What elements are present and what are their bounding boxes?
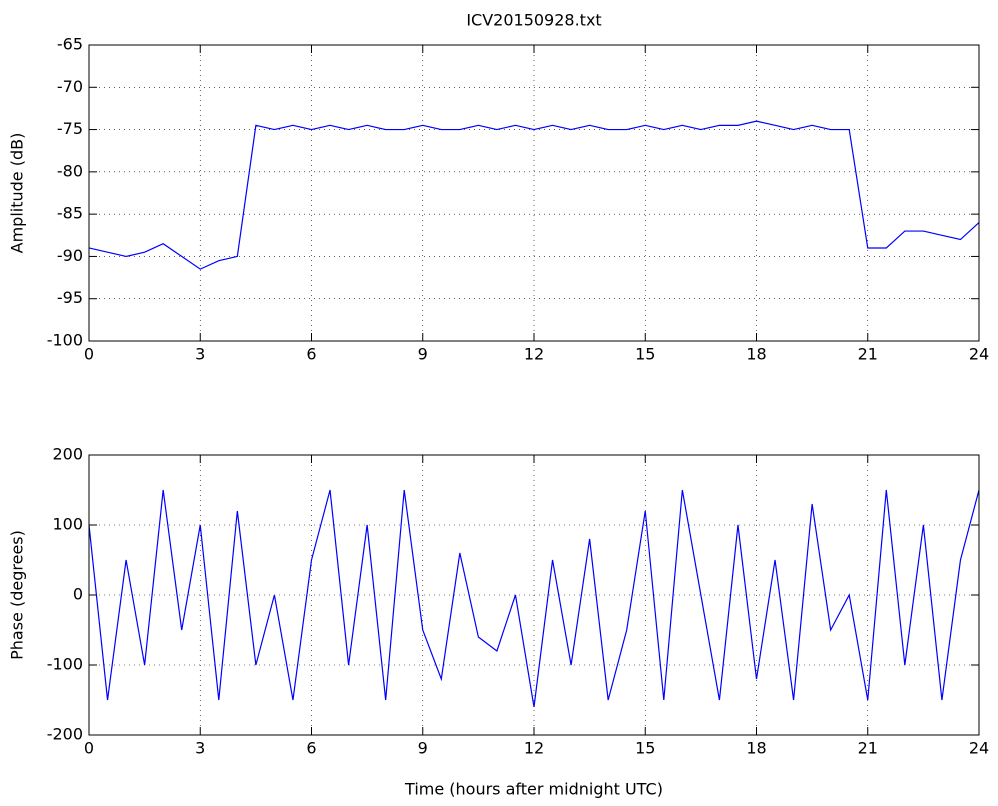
y-tick-label: -65 — [57, 35, 83, 54]
x-tick-label: 12 — [524, 345, 544, 364]
data-line — [88, 120, 980, 270]
x-tick-label: 6 — [306, 345, 316, 364]
x-tick-label: 15 — [635, 739, 655, 758]
y-tick-label: -100 — [47, 655, 83, 674]
x-axis-label: Time (hours after midnight UTC) — [404, 780, 663, 799]
x-tick-label: 24 — [969, 739, 989, 758]
y-tick-label: -95 — [57, 288, 83, 307]
y-tick-label: -80 — [57, 161, 83, 180]
x-tick-label: 9 — [418, 345, 428, 364]
x-tick-label: 12 — [524, 739, 544, 758]
x-tick-label: 0 — [84, 345, 94, 364]
x-tick-label: 21 — [858, 739, 878, 758]
axes-frame — [88, 44, 980, 342]
x-tick-label: 6 — [306, 739, 316, 758]
axes-frame — [88, 454, 980, 736]
x-tick-label: 18 — [746, 739, 766, 758]
x-tick-label: 24 — [969, 345, 989, 364]
y-tick-label: -200 — [47, 725, 83, 744]
y-tick-label: -75 — [57, 119, 83, 138]
x-tick-label: 15 — [635, 345, 655, 364]
chart-title: ICV20150928.txt — [466, 11, 601, 30]
y-axis-label: Phase (degrees) — [8, 530, 27, 660]
y-tick-label: -100 — [47, 331, 83, 350]
y-axis-label: Amplitude (dB) — [8, 133, 27, 254]
data-line — [88, 489, 980, 708]
x-tick-label: 3 — [195, 739, 205, 758]
x-tick-label: 21 — [858, 345, 878, 364]
y-tick-label: 100 — [52, 515, 83, 534]
x-tick-label: 0 — [84, 739, 94, 758]
x-tick-label: 9 — [418, 739, 428, 758]
axes-background — [89, 45, 979, 341]
y-tick-label: -70 — [57, 77, 83, 96]
y-tick-label: -85 — [57, 204, 83, 223]
y-tick-label: 0 — [73, 585, 83, 604]
y-tick-label: -90 — [57, 246, 83, 265]
x-tick-label: 3 — [195, 345, 205, 364]
x-tick-label: 18 — [746, 345, 766, 364]
y-tick-label: 200 — [52, 445, 83, 464]
